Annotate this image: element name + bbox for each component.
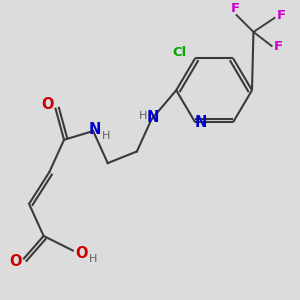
Text: F: F [231,2,240,15]
Text: O: O [9,254,21,269]
Text: N: N [194,115,207,130]
Text: O: O [75,246,88,261]
Text: H: H [139,111,148,121]
Text: H: H [89,254,98,264]
Text: H: H [102,131,110,141]
Text: N: N [89,122,101,136]
Text: F: F [274,40,283,53]
Text: F: F [277,9,286,22]
Text: Cl: Cl [172,46,186,59]
Text: O: O [41,97,53,112]
Text: N: N [147,110,159,125]
